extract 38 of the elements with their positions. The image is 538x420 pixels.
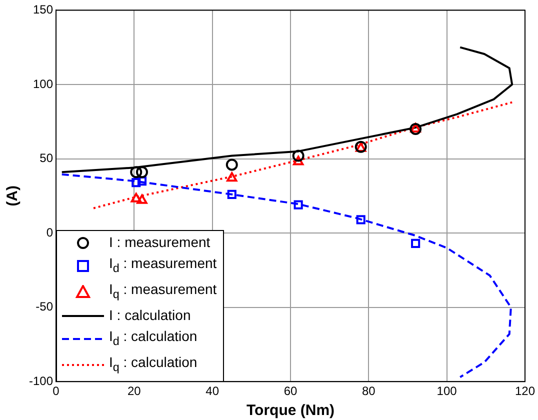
line-series xyxy=(60,173,512,378)
point xyxy=(132,178,141,188)
legend-label: I$_{d}$ : calculation xyxy=(109,327,198,350)
point xyxy=(410,123,422,136)
legend-label: I : calculation xyxy=(109,306,191,326)
y-tick-label: 0 xyxy=(46,225,54,240)
x-tick-label: 120 xyxy=(514,384,536,398)
y-axis-title: (A) xyxy=(4,185,22,206)
point xyxy=(292,156,304,166)
point xyxy=(410,123,421,133)
point xyxy=(137,176,147,186)
point xyxy=(136,166,148,178)
line-series xyxy=(92,101,514,210)
point xyxy=(294,200,303,210)
point xyxy=(226,158,238,171)
legend-label: I : measurement xyxy=(109,233,210,252)
y-tick-label: 150 xyxy=(32,2,54,17)
x-tick-label: 40 xyxy=(206,384,220,398)
x-tick-label: 80 xyxy=(362,384,376,398)
y-tick-label: 50 xyxy=(40,151,54,166)
point xyxy=(227,190,236,199)
legend-label: I$_{d}$ : measurement xyxy=(109,254,217,278)
x-tick-label: 60 xyxy=(284,384,298,398)
legend-label: I$_{q}$ : measurement xyxy=(109,280,217,304)
point xyxy=(130,166,142,178)
y-tick-label: -100 xyxy=(28,374,54,388)
point xyxy=(226,172,238,182)
point xyxy=(136,194,148,204)
y-tick-label: -50 xyxy=(36,300,54,314)
point xyxy=(130,192,142,202)
x-tick-label: 100 xyxy=(436,384,458,398)
point xyxy=(292,150,304,162)
legend-label: I$_{q}$ : calculation xyxy=(109,352,198,376)
point xyxy=(411,238,420,248)
point xyxy=(356,215,366,224)
y-tick-label: 100 xyxy=(32,76,54,91)
x-axis-title: Torque (Nm) xyxy=(246,402,335,420)
x-tick-label: 20 xyxy=(128,384,142,398)
